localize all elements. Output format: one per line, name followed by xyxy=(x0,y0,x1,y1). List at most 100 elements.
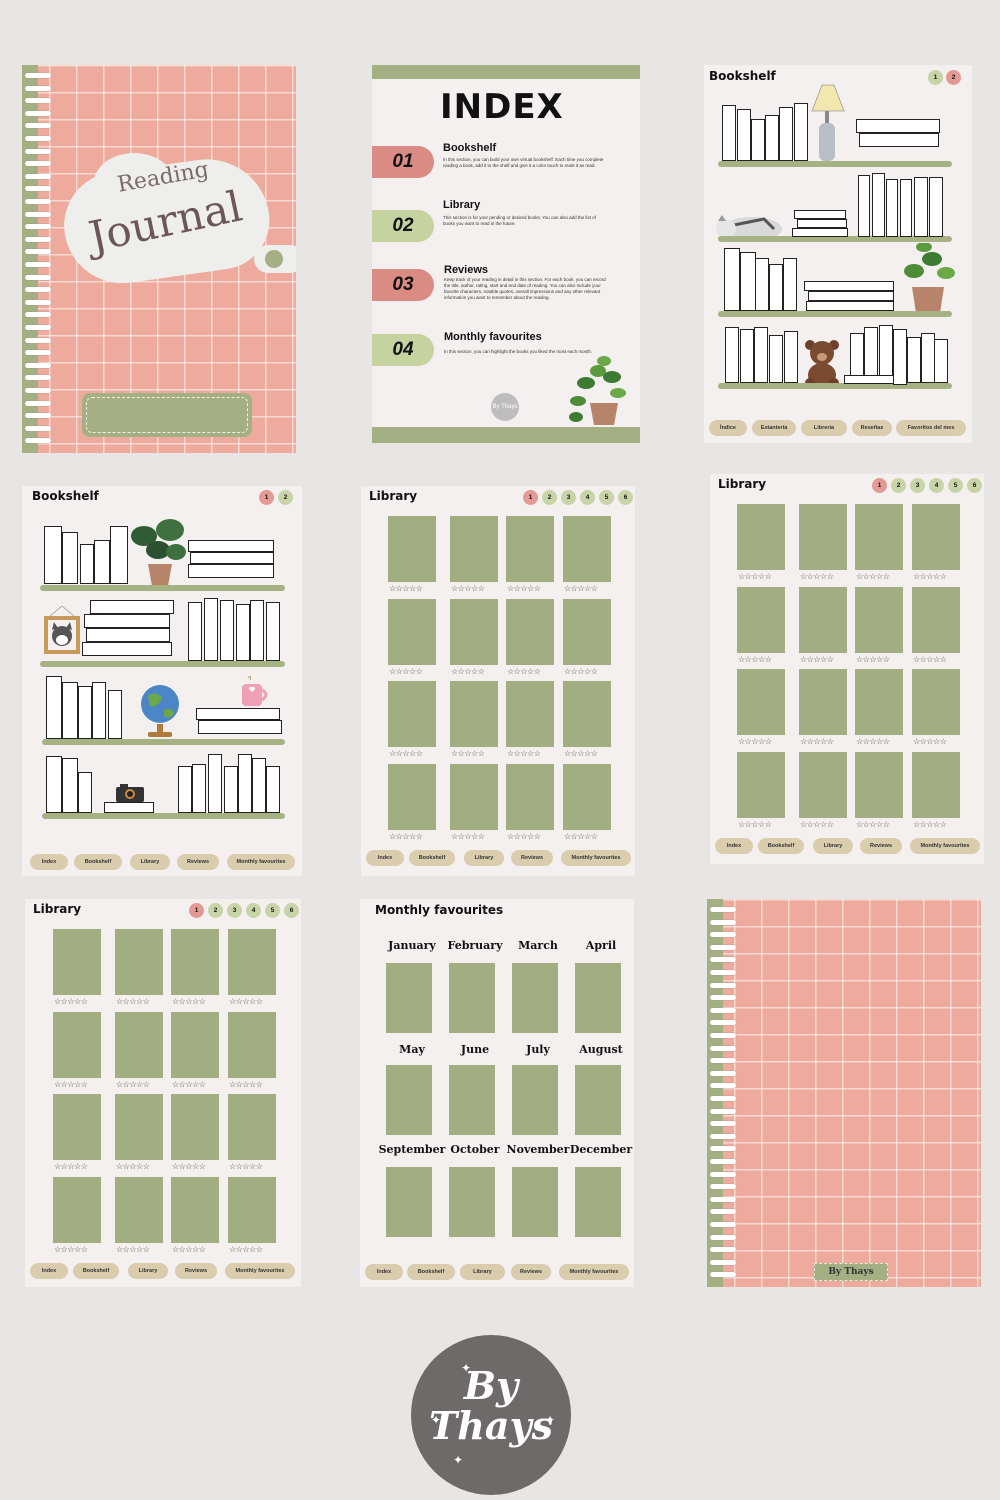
book-spine[interactable] xyxy=(740,252,756,311)
nav-pill[interactable]: Index xyxy=(30,854,68,870)
book-cover-slot[interactable] xyxy=(450,681,498,747)
nav-pill[interactable]: Index xyxy=(30,1263,68,1279)
bookshelf-page-en[interactable]: Bookshelf 1 2 Index Bookshelf Library Revie… xyxy=(22,486,302,876)
book-spine[interactable] xyxy=(78,686,92,739)
star-rating[interactable]: ☆☆☆☆☆ xyxy=(507,584,541,593)
book-spine[interactable] xyxy=(737,109,751,161)
book-cover-slot[interactable] xyxy=(506,681,554,747)
page-number[interactable]: 3 xyxy=(561,490,576,505)
book-stack[interactable] xyxy=(844,375,894,384)
star-rating[interactable]: ☆☆☆☆☆ xyxy=(913,819,947,829)
nav-pill[interactable]: Bookshelf xyxy=(73,1263,119,1279)
book-stack[interactable] xyxy=(804,281,894,291)
book-spine[interactable] xyxy=(178,766,192,813)
book-cover-slot[interactable] xyxy=(388,763,436,830)
nav-pill[interactable]: Bookshelf xyxy=(407,1264,455,1280)
book-spine[interactable] xyxy=(62,758,78,813)
book-stack[interactable] xyxy=(859,133,939,147)
book-stack[interactable] xyxy=(86,628,170,642)
star-rating[interactable]: ☆☆☆☆☆ xyxy=(564,584,598,593)
month-book-slot[interactable] xyxy=(386,963,432,1033)
star-rating[interactable]: ☆☆☆☆☆ xyxy=(856,819,890,829)
book-cover-slot[interactable] xyxy=(799,751,847,818)
book-spine[interactable] xyxy=(220,600,234,661)
book-spine[interactable] xyxy=(266,602,280,661)
page-number[interactable]: 2 xyxy=(278,490,293,505)
star-rating[interactable]: ☆☆☆☆☆ xyxy=(229,1079,263,1089)
star-rating[interactable]: ☆☆☆☆☆ xyxy=(451,584,485,593)
star-rating[interactable]: ☆☆☆☆☆ xyxy=(507,831,541,841)
star-rating[interactable]: ☆☆☆☆☆ xyxy=(116,1079,150,1089)
nav-pill[interactable]: Bookshelf xyxy=(409,850,455,866)
book-cover-slot[interactable] xyxy=(115,1011,163,1078)
book-spine[interactable] xyxy=(252,758,266,813)
star-rating[interactable]: ☆☆☆☆☆ xyxy=(800,654,834,664)
book-spine[interactable] xyxy=(929,177,943,237)
star-rating[interactable]: ☆☆☆☆☆ xyxy=(564,749,598,758)
page-number[interactable]: 5 xyxy=(948,478,963,493)
index-section-title[interactable]: Library xyxy=(443,199,481,211)
book-spine[interactable] xyxy=(208,754,222,813)
star-rating[interactable]: ☆☆☆☆☆ xyxy=(54,1079,88,1089)
book-spine[interactable] xyxy=(755,258,769,311)
page-number[interactable]: 4 xyxy=(929,478,944,493)
nav-pill[interactable]: Favoritos del mes xyxy=(896,420,966,436)
star-rating[interactable]: ☆☆☆☆☆ xyxy=(800,572,834,581)
nav-pill[interactable]: Bookshelf xyxy=(758,838,804,854)
page-number[interactable]: 1 xyxy=(259,490,274,505)
index-tab-04[interactable]: 04 xyxy=(372,334,434,366)
book-spine[interactable] xyxy=(266,766,280,813)
star-rating[interactable]: ☆☆☆☆☆ xyxy=(172,1079,206,1089)
book-spine[interactable] xyxy=(783,258,797,311)
book-cover-slot[interactable] xyxy=(855,586,903,653)
book-stack[interactable] xyxy=(104,802,154,813)
star-rating[interactable]: ☆☆☆☆☆ xyxy=(116,997,150,1006)
book-spine[interactable] xyxy=(872,173,885,237)
book-stack[interactable] xyxy=(808,291,894,301)
book-spine[interactable] xyxy=(779,107,793,161)
star-rating[interactable]: ☆☆☆☆☆ xyxy=(389,666,423,676)
nav-pill[interactable]: Estantería xyxy=(752,420,796,436)
book-cover-slot[interactable] xyxy=(450,763,498,830)
nav-pill[interactable]: Index xyxy=(715,838,753,854)
month-book-slot[interactable] xyxy=(575,963,621,1033)
index-section-title[interactable]: Monthly favourites xyxy=(444,331,542,343)
page-number[interactable]: 2 xyxy=(891,478,906,493)
page-number[interactable]: 6 xyxy=(618,490,633,505)
nav-pill[interactable]: Library xyxy=(460,1264,505,1280)
star-rating[interactable]: ☆☆☆☆☆ xyxy=(229,1244,263,1254)
book-spine[interactable] xyxy=(224,766,238,813)
book-cover-slot[interactable] xyxy=(506,516,554,582)
book-cover-slot[interactable] xyxy=(563,598,611,665)
nav-pill[interactable]: Reseñas xyxy=(852,420,892,436)
month-book-slot[interactable] xyxy=(575,1167,621,1237)
book-spine[interactable] xyxy=(62,532,78,584)
page-number[interactable]: 3 xyxy=(910,478,925,493)
month-book-slot[interactable] xyxy=(449,1167,495,1237)
book-stack[interactable] xyxy=(84,614,170,628)
book-spine[interactable] xyxy=(110,526,128,584)
book-stack[interactable] xyxy=(856,119,940,133)
star-rating[interactable]: ☆☆☆☆☆ xyxy=(564,666,598,676)
book-stack[interactable] xyxy=(198,720,282,734)
nav-pill[interactable]: Reviews xyxy=(177,854,219,870)
star-rating[interactable]: ☆☆☆☆☆ xyxy=(451,831,485,841)
page-number[interactable]: 4 xyxy=(246,903,261,918)
book-stack[interactable] xyxy=(794,210,846,219)
page-number[interactable]: 6 xyxy=(967,478,982,493)
book-stack[interactable] xyxy=(190,552,274,564)
page-number[interactable]: 3 xyxy=(227,903,242,918)
book-cover-slot[interactable] xyxy=(53,1176,101,1243)
book-stack[interactable] xyxy=(90,600,174,614)
book-spine[interactable] xyxy=(44,526,62,584)
star-rating[interactable]: ☆☆☆☆☆ xyxy=(738,819,772,829)
cover-page[interactable]: Reading Journal xyxy=(22,65,296,453)
nav-pill[interactable]: Monthly favourites xyxy=(225,1263,295,1279)
library-page[interactable]: Library 1 2 3 4 5 6 ☆☆☆☆☆ ☆☆☆☆☆ ☆☆☆☆☆ ☆☆☆☆☆ ☆☆☆☆☆ ☆☆… xyxy=(25,899,301,1287)
star-rating[interactable]: ☆☆☆☆☆ xyxy=(116,1162,150,1171)
star-rating[interactable]: ☆☆☆☆☆ xyxy=(738,572,772,581)
book-cover-slot[interactable] xyxy=(228,1176,276,1243)
star-rating[interactable]: ☆☆☆☆☆ xyxy=(54,997,88,1006)
nav-pill[interactable]: Monthly favourites xyxy=(910,838,980,854)
page-number[interactable]: 2 xyxy=(208,903,223,918)
